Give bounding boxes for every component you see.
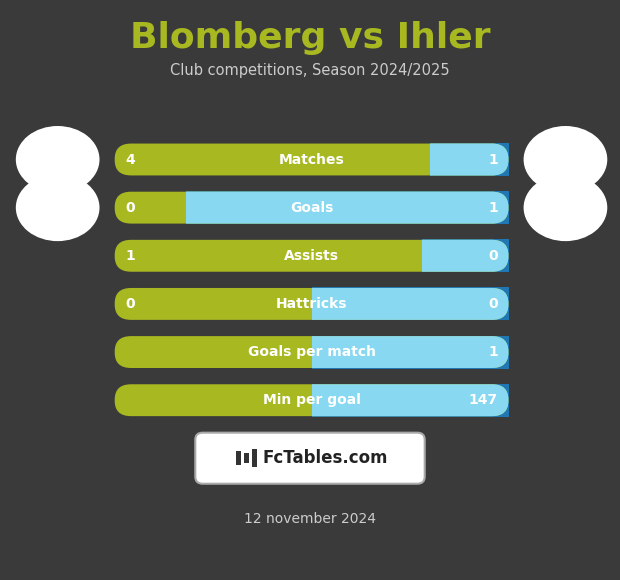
FancyBboxPatch shape bbox=[115, 336, 508, 368]
Text: Hattricks: Hattricks bbox=[276, 297, 347, 311]
FancyBboxPatch shape bbox=[115, 336, 508, 368]
Bar bbox=[430, 143, 509, 176]
FancyBboxPatch shape bbox=[195, 433, 425, 484]
FancyBboxPatch shape bbox=[115, 143, 508, 175]
Text: 12 november 2024: 12 november 2024 bbox=[244, 512, 376, 526]
FancyBboxPatch shape bbox=[115, 240, 508, 271]
Bar bbox=[311, 288, 509, 321]
Text: Blomberg vs Ihler: Blomberg vs Ihler bbox=[130, 21, 490, 55]
Text: FcTables.com: FcTables.com bbox=[263, 449, 388, 467]
FancyBboxPatch shape bbox=[115, 191, 508, 223]
Text: 1: 1 bbox=[488, 153, 498, 166]
Ellipse shape bbox=[16, 174, 99, 241]
Text: 0: 0 bbox=[125, 201, 135, 215]
Text: Goals: Goals bbox=[290, 201, 333, 215]
Bar bbox=[311, 384, 509, 417]
Text: Min per goal: Min per goal bbox=[263, 393, 360, 407]
Bar bbox=[252, 449, 257, 467]
Ellipse shape bbox=[523, 174, 608, 241]
Bar bbox=[422, 239, 509, 273]
Text: Club competitions, Season 2024/2025: Club competitions, Season 2024/2025 bbox=[170, 63, 450, 78]
Text: 1: 1 bbox=[125, 249, 135, 263]
Bar bbox=[185, 191, 509, 224]
Text: 0: 0 bbox=[488, 249, 498, 263]
Bar bbox=[244, 453, 249, 463]
FancyBboxPatch shape bbox=[115, 288, 508, 320]
FancyBboxPatch shape bbox=[115, 385, 508, 416]
Text: 1: 1 bbox=[488, 345, 498, 359]
Text: 1: 1 bbox=[488, 201, 498, 215]
Text: 4: 4 bbox=[125, 153, 135, 166]
Text: Goals per match: Goals per match bbox=[247, 345, 376, 359]
Text: 0: 0 bbox=[125, 297, 135, 311]
FancyBboxPatch shape bbox=[115, 240, 508, 271]
Text: 147: 147 bbox=[469, 393, 498, 407]
Ellipse shape bbox=[16, 126, 99, 193]
Ellipse shape bbox=[523, 126, 608, 193]
FancyBboxPatch shape bbox=[115, 385, 508, 416]
FancyBboxPatch shape bbox=[115, 288, 508, 320]
FancyBboxPatch shape bbox=[115, 191, 508, 223]
FancyBboxPatch shape bbox=[115, 143, 508, 175]
Bar bbox=[311, 335, 509, 369]
Text: 0: 0 bbox=[488, 297, 498, 311]
Bar bbox=[236, 451, 241, 465]
Text: Assists: Assists bbox=[284, 249, 339, 263]
Text: Matches: Matches bbox=[278, 153, 345, 166]
